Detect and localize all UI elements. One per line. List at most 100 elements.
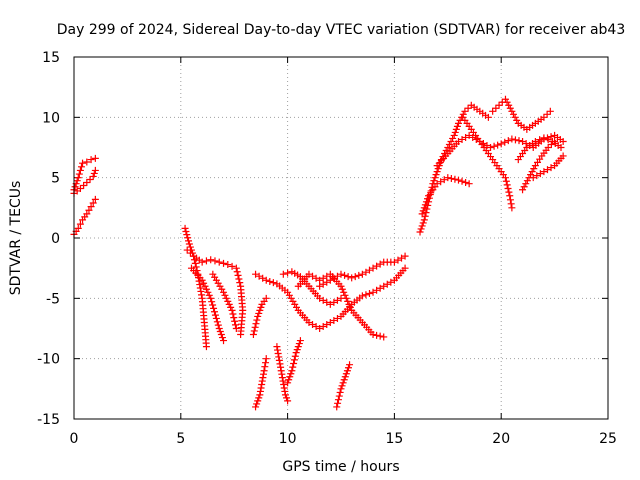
data-point bbox=[543, 166, 551, 174]
y-axis-label: SDTVAR / TECUs bbox=[8, 181, 24, 296]
data-point bbox=[421, 201, 429, 209]
data-point bbox=[344, 273, 352, 281]
data-point bbox=[511, 136, 519, 144]
x-tick-label: 5 bbox=[176, 431, 185, 447]
chart-title: Day 299 of 2024, Sidereal Day-to-day VTE… bbox=[57, 22, 626, 38]
data-point bbox=[330, 274, 338, 282]
data-point bbox=[73, 187, 81, 195]
x-axis-label: GPS time / hours bbox=[282, 459, 399, 475]
y-tick-label: -15 bbox=[37, 412, 60, 428]
y-tick-labels: -15 -10 -5 0 5 10 15 bbox=[37, 50, 60, 428]
data-point bbox=[472, 135, 480, 143]
data-point bbox=[444, 144, 452, 151]
data-point bbox=[186, 243, 194, 251]
data-point bbox=[183, 246, 191, 254]
data-point bbox=[211, 311, 219, 319]
data-point bbox=[216, 328, 224, 336]
data-point bbox=[447, 174, 455, 182]
data-point bbox=[453, 122, 461, 130]
data-point bbox=[536, 155, 544, 163]
data-point bbox=[312, 322, 320, 330]
data-point bbox=[503, 98, 511, 106]
data-point bbox=[394, 256, 402, 264]
data-point bbox=[289, 363, 297, 371]
data-point bbox=[458, 135, 466, 143]
data-point bbox=[259, 370, 267, 378]
data-point bbox=[506, 196, 514, 204]
data-points bbox=[70, 95, 567, 411]
grid bbox=[74, 57, 608, 419]
data-point bbox=[184, 234, 192, 242]
data-point bbox=[252, 270, 260, 278]
data-point bbox=[77, 163, 85, 171]
data-point bbox=[418, 210, 426, 218]
data-point bbox=[334, 399, 342, 407]
data-point bbox=[290, 356, 298, 364]
data-point bbox=[542, 146, 550, 154]
data-point bbox=[200, 315, 208, 323]
data-point bbox=[195, 277, 203, 285]
data-point bbox=[278, 370, 286, 378]
data-point bbox=[503, 181, 511, 189]
data-point bbox=[380, 333, 388, 341]
data-point bbox=[262, 355, 270, 363]
data-point bbox=[346, 361, 354, 369]
data-point bbox=[537, 115, 545, 123]
data-point bbox=[373, 286, 381, 294]
data-point bbox=[215, 325, 223, 332]
data-point bbox=[376, 260, 384, 268]
data-point bbox=[218, 334, 226, 342]
data-point bbox=[90, 169, 98, 177]
data-point bbox=[387, 258, 395, 266]
data-point bbox=[431, 174, 439, 182]
data-point bbox=[275, 353, 283, 361]
data-point bbox=[495, 101, 503, 109]
data-point bbox=[292, 349, 300, 357]
data-point bbox=[333, 296, 341, 304]
data-point bbox=[209, 301, 217, 309]
data-point bbox=[253, 316, 261, 324]
data-point bbox=[293, 346, 301, 354]
data-point bbox=[341, 271, 349, 279]
data-point bbox=[487, 144, 495, 151]
data-point bbox=[195, 256, 203, 264]
data-point bbox=[286, 373, 294, 381]
data-point bbox=[554, 141, 562, 149]
data-point bbox=[479, 139, 487, 147]
data-point bbox=[530, 165, 538, 173]
data-point bbox=[185, 240, 193, 248]
data-point bbox=[450, 131, 458, 139]
data-point bbox=[207, 256, 215, 264]
data-point bbox=[281, 286, 289, 294]
data-point bbox=[235, 275, 243, 283]
data-point bbox=[346, 303, 354, 311]
data-point bbox=[536, 136, 544, 144]
data-point bbox=[365, 266, 373, 274]
data-point bbox=[458, 177, 466, 185]
data-point bbox=[192, 263, 200, 271]
data-point bbox=[256, 391, 264, 399]
data-point bbox=[337, 385, 345, 393]
data-point bbox=[454, 176, 462, 184]
data-point bbox=[79, 159, 87, 167]
data-point bbox=[340, 376, 348, 384]
data-point bbox=[528, 168, 536, 176]
data-point bbox=[544, 136, 552, 144]
data-point bbox=[227, 303, 235, 311]
data-point bbox=[376, 284, 384, 292]
data-point bbox=[529, 174, 537, 182]
data-point bbox=[420, 204, 428, 212]
data-point bbox=[233, 268, 241, 276]
data-point bbox=[269, 279, 277, 287]
x-tick-label: 10 bbox=[279, 431, 297, 447]
data-point bbox=[258, 377, 266, 385]
data-point bbox=[73, 177, 81, 185]
data-point bbox=[257, 384, 265, 392]
data-point bbox=[345, 300, 353, 308]
data-point bbox=[89, 199, 97, 207]
data-point bbox=[319, 274, 327, 282]
data-point bbox=[339, 379, 347, 387]
data-point bbox=[280, 381, 288, 389]
data-point bbox=[501, 138, 509, 146]
data-point bbox=[461, 107, 469, 115]
